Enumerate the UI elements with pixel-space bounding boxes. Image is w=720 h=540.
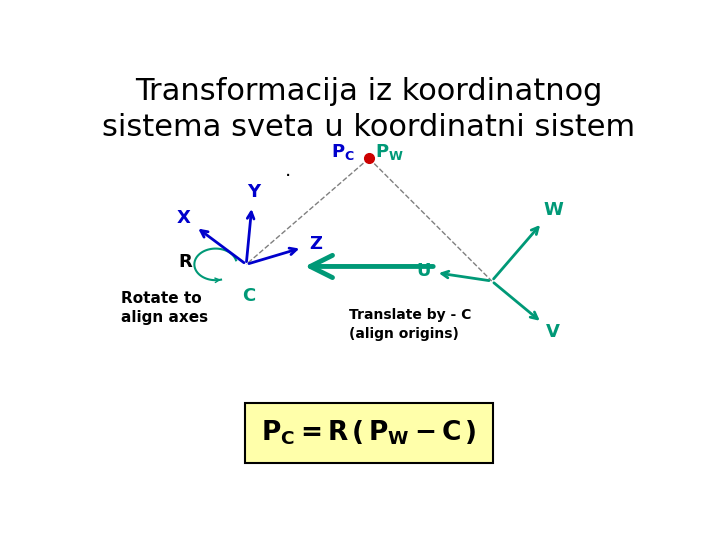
Text: R: R <box>178 253 192 271</box>
Text: Translate by - C
(align origins): Translate by - C (align origins) <box>349 308 472 341</box>
Text: .: . <box>285 161 291 180</box>
Text: U: U <box>416 262 431 280</box>
Text: $\mathbf{P_C = R\,(\,P_W - C\,)}$: $\mathbf{P_C = R\,(\,P_W - C\,)}$ <box>261 418 477 447</box>
Text: W: W <box>543 201 563 219</box>
Text: V: V <box>546 323 560 341</box>
Text: Z: Z <box>310 234 323 253</box>
Text: Y: Y <box>247 183 260 201</box>
Text: $\mathbf{P_W}$: $\mathbf{P_W}$ <box>374 142 403 162</box>
Text: Rotate to
align axes: Rotate to align axes <box>121 291 208 326</box>
Text: $\mathbf{P_C}$: $\mathbf{P_C}$ <box>331 142 355 162</box>
Text: Transformacija iz koordinatnog
sistema sveta u koordinatni sistem: Transformacija iz koordinatnog sistema s… <box>102 77 636 142</box>
Text: C: C <box>243 287 256 305</box>
Text: X: X <box>176 208 190 227</box>
